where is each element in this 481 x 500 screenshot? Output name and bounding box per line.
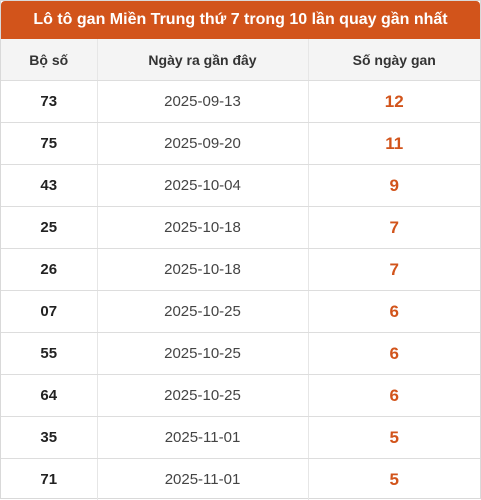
bo-so-cell: 73 [1, 81, 97, 123]
ngay-ra-cell: 2025-10-25 [97, 291, 308, 333]
bo-so-cell: 26 [1, 249, 97, 291]
ngay-ra-cell: 2025-10-18 [97, 207, 308, 249]
bo-so-cell: 75 [1, 123, 97, 165]
table-row: 71 2025-11-01 5 [1, 459, 480, 500]
ngay-ra-cell: 2025-10-25 [97, 375, 308, 417]
bo-so-cell: 25 [1, 207, 97, 249]
table-row: 35 2025-11-01 5 [1, 417, 480, 459]
table-row: 25 2025-10-18 7 [1, 207, 480, 249]
table-row: 07 2025-10-25 6 [1, 291, 480, 333]
lo-gan-table: Bộ số Ngày ra gần đây Số ngày gan 73 202… [1, 39, 480, 500]
table-row: 73 2025-09-13 12 [1, 81, 480, 123]
so-ngay-gan-cell: 5 [308, 459, 480, 500]
table-row: 55 2025-10-25 6 [1, 333, 480, 375]
so-ngay-gan-cell: 6 [308, 291, 480, 333]
ngay-ra-cell: 2025-10-25 [97, 333, 308, 375]
so-ngay-gan-cell: 11 [308, 123, 480, 165]
panel-title: Lô tô gan Miền Trung thứ 7 trong 10 lần … [1, 1, 480, 39]
ngay-ra-cell: 2025-09-20 [97, 123, 308, 165]
column-header-ngay-ra: Ngày ra gần đây [97, 39, 308, 81]
so-ngay-gan-cell: 12 [308, 81, 480, 123]
table-row: 75 2025-09-20 11 [1, 123, 480, 165]
bo-so-cell: 71 [1, 459, 97, 500]
so-ngay-gan-cell: 6 [308, 375, 480, 417]
so-ngay-gan-cell: 6 [308, 333, 480, 375]
table-row: 26 2025-10-18 7 [1, 249, 480, 291]
table-row: 64 2025-10-25 6 [1, 375, 480, 417]
table-row: 43 2025-10-04 9 [1, 165, 480, 207]
ngay-ra-cell: 2025-10-04 [97, 165, 308, 207]
bo-so-cell: 35 [1, 417, 97, 459]
bo-so-cell: 43 [1, 165, 97, 207]
column-header-bo-so: Bộ số [1, 39, 97, 81]
ngay-ra-cell: 2025-11-01 [97, 417, 308, 459]
so-ngay-gan-cell: 7 [308, 249, 480, 291]
bo-so-cell: 64 [1, 375, 97, 417]
ngay-ra-cell: 2025-09-13 [97, 81, 308, 123]
so-ngay-gan-cell: 9 [308, 165, 480, 207]
bo-so-cell: 07 [1, 291, 97, 333]
so-ngay-gan-cell: 5 [308, 417, 480, 459]
ngay-ra-cell: 2025-11-01 [97, 459, 308, 500]
column-header-so-ngay-gan: Số ngày gan [308, 39, 480, 81]
table-header-row: Bộ số Ngày ra gần đây Số ngày gan [1, 39, 480, 81]
so-ngay-gan-cell: 7 [308, 207, 480, 249]
ngay-ra-cell: 2025-10-18 [97, 249, 308, 291]
bo-so-cell: 55 [1, 333, 97, 375]
